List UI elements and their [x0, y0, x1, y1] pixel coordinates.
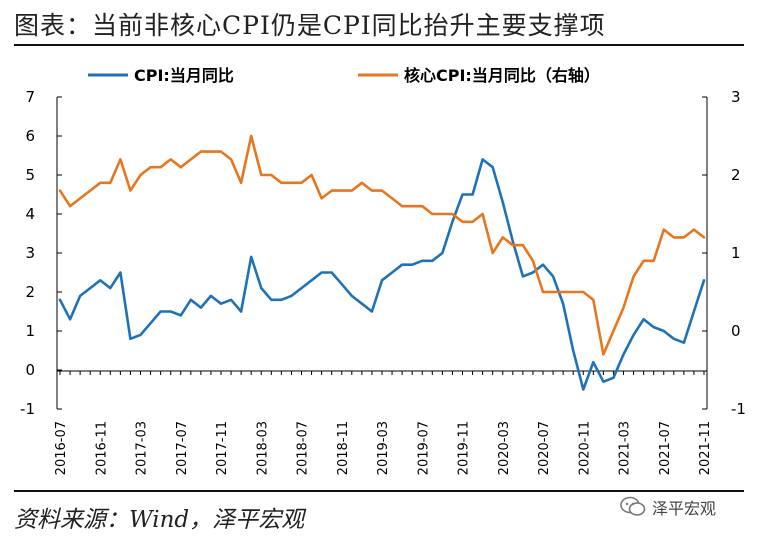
y-tick-label-left: 0: [25, 361, 35, 379]
y-tick-label-right: 2: [731, 166, 741, 184]
footer-rule: [14, 490, 744, 492]
x-tick-label: 2020-11: [577, 421, 592, 475]
cpi-series-line: [58, 158, 706, 391]
x-tick-label: 2020-07: [537, 421, 552, 475]
watermark: 泽平宏观: [620, 493, 716, 521]
y-tick-label-right: 1: [731, 244, 741, 262]
legend: CPI:当月同比 核心CPI:当月同比（右轴）: [88, 66, 600, 85]
y-tick-label-left: -1: [20, 400, 35, 418]
watermark-text: 泽平宏观: [652, 499, 717, 518]
x-tick-label: 2019-11: [457, 421, 472, 475]
core-cpi-series-line: [58, 134, 706, 356]
x-tick-label: 2020-03: [497, 421, 512, 475]
y-tick-label-right: 0: [731, 322, 741, 340]
y-tick-label-left: 7: [25, 88, 35, 106]
axes: -1 0 1 2 3 4 5 6 7 -1 0 1 2 3 2016-07 2016-11 2017-03 201…: [20, 88, 746, 475]
y-tick-label-right: 3: [731, 88, 741, 106]
y-tick-label-right: -1: [731, 400, 746, 418]
x-tick-label: 2018-03: [255, 421, 270, 475]
legend-label-cpi: CPI:当月同比: [134, 66, 234, 85]
y-tick-label-left: 5: [25, 166, 35, 184]
x-tick-label: 2018-11: [336, 421, 351, 475]
x-tick-label: 2019-07: [416, 421, 431, 475]
x-tick-label: 2016-07: [54, 421, 69, 475]
title-rule: [14, 44, 744, 46]
wechat-icon: [620, 496, 646, 516]
x-tick-label: 2021-11: [698, 421, 713, 475]
y-tick-label-left: 4: [25, 205, 35, 223]
x-tick-label: 2017-11: [215, 421, 230, 475]
x-tick-label: 2021-03: [618, 421, 633, 475]
y-tick-label-left: 3: [25, 244, 35, 262]
chart-title: 图表：当前非核心CPI仍是CPI同比抬升主要支撑项: [14, 11, 606, 40]
x-tick-label: 2021-07: [658, 421, 673, 475]
x-tick-label: 2017-07: [175, 421, 190, 475]
y-tick-label-left: 6: [25, 127, 35, 145]
x-tick-label: 2019-03: [376, 421, 391, 475]
x-tick-label: 2017-03: [135, 421, 150, 475]
legend-label-core: 核心CPI:当月同比（右轴）: [404, 66, 600, 85]
plot-area: [58, 134, 706, 391]
x-tick-label: 2016-11: [94, 421, 109, 475]
y-tick-label-left: 2: [25, 283, 35, 301]
y-tick-label-left: 1: [25, 322, 35, 340]
x-tick-label: 2018-07: [296, 421, 311, 475]
source-note: 资料来源：Wind，泽平宏观: [14, 507, 305, 533]
